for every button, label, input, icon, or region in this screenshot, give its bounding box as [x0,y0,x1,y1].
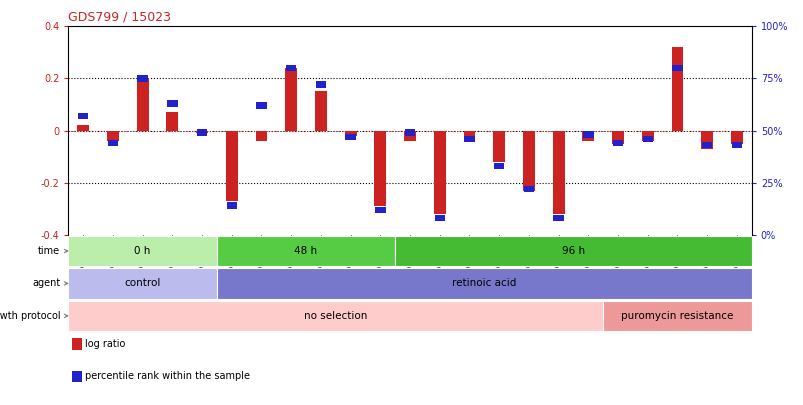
Bar [137,75,148,82]
Bar [108,140,118,146]
Bar [552,215,563,222]
Bar [78,113,88,119]
Text: GDS799 / 15023: GDS799 / 15023 [68,11,171,24]
Text: 0 h: 0 h [134,246,151,256]
Bar [701,142,711,148]
Bar [434,215,444,222]
Bar [137,79,149,130]
Bar [671,65,682,71]
Text: growth protocol: growth protocol [0,311,60,321]
Bar [404,130,415,141]
Bar [285,68,297,130]
Bar [730,130,742,144]
Bar [612,140,622,146]
Bar [434,130,445,214]
Bar [374,130,385,206]
Bar [166,112,178,130]
Bar [345,134,356,140]
Bar [463,136,474,142]
Text: time: time [38,246,60,256]
Bar [68,268,217,299]
Bar [197,129,207,136]
Bar [217,236,395,266]
Bar [522,130,534,190]
Bar [602,301,751,331]
Text: control: control [124,279,161,288]
Bar [642,136,652,142]
Bar [405,129,414,136]
Bar [375,207,385,213]
Bar [316,81,326,88]
Bar [671,47,683,130]
Bar [463,130,475,141]
Bar [77,126,89,130]
Bar [255,130,267,141]
Bar [582,132,593,138]
Bar [315,92,327,130]
Bar [68,236,217,266]
Bar [395,236,751,266]
Bar [492,130,504,162]
Bar [196,130,208,133]
Bar [523,185,533,192]
Bar [226,130,238,201]
Bar [344,130,356,136]
Bar [256,102,267,109]
Text: no selection: no selection [304,311,367,321]
Bar [286,65,296,71]
Text: log ratio: log ratio [85,339,125,349]
Bar [167,100,177,107]
Bar [611,130,623,144]
Text: 96 h: 96 h [561,246,585,256]
Bar [68,301,602,331]
Text: retinoic acid: retinoic acid [451,279,516,288]
Text: puromycin resistance: puromycin resistance [621,311,732,321]
Bar [641,130,653,141]
Bar [493,163,503,169]
Bar [552,130,564,214]
Bar [107,130,119,141]
Bar [226,202,237,209]
Bar [217,268,751,299]
Bar [581,130,593,141]
Text: percentile rank within the sample: percentile rank within the sample [85,371,250,381]
Text: 48 h: 48 h [294,246,317,256]
Bar [700,130,712,149]
Bar [731,142,741,148]
Text: agent: agent [32,279,60,288]
